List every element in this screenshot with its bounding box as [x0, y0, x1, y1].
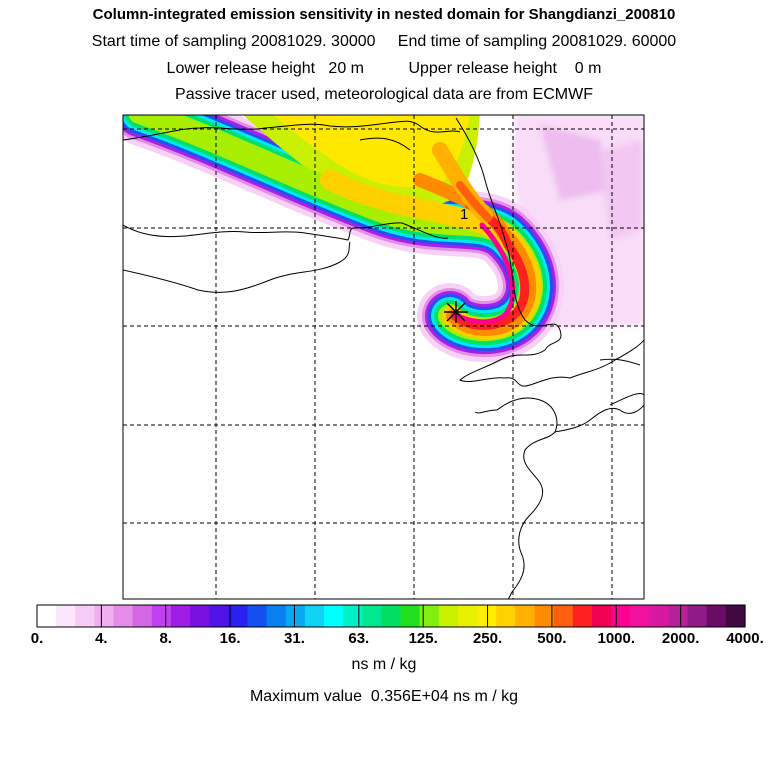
- colorbar-swatch: [477, 605, 497, 627]
- colorbar-tick-label: 1000.: [597, 630, 636, 647]
- colorbar-swatch: [706, 605, 727, 627]
- colorbar-swatch: [56, 605, 76, 627]
- colorbar-tick-label: 0.: [30, 630, 44, 647]
- colorbar-swatch: [572, 605, 593, 627]
- colorbar: [37, 605, 746, 627]
- map-frame: [122, 114, 645, 600]
- colorbar-swatch: [400, 605, 421, 627]
- colorbar-swatch: [381, 605, 402, 627]
- colorbar-tick-label: 31.: [284, 630, 305, 647]
- map-gridlines: [123, 115, 644, 599]
- colorbar-swatch: [285, 605, 306, 627]
- colorbar-tick-label: 2000.: [661, 630, 700, 647]
- sampling-time-line: Start time of sampling 20081029. 30000 E…: [91, 33, 677, 50]
- colorbar-tick-label: 4000.: [726, 630, 764, 647]
- colorbar-swatch: [190, 605, 210, 627]
- colorbar-swatch: [630, 605, 650, 627]
- colorbar-swatch: [419, 605, 440, 627]
- colorbar-tick-label: 63.: [348, 630, 370, 647]
- colorbar-swatch: [132, 605, 153, 627]
- emission-plume: [123, 115, 564, 363]
- colorbar-swatch: [687, 605, 708, 627]
- colorbar-swatch: [591, 605, 612, 627]
- colorbar-swatch: [170, 605, 191, 627]
- colorbar-frame: [36, 604, 746, 628]
- colorbar-swatch: [113, 605, 134, 627]
- colorbar-swatch: [37, 605, 57, 627]
- release-height-line: Lower release height 20 m Upper release …: [166, 60, 602, 77]
- colorbar-swatch: [649, 605, 670, 627]
- colorbar-tick-label: 125.: [408, 630, 438, 647]
- colorbar-swatch: [553, 605, 574, 627]
- colorbar-tick-label: 16.: [219, 630, 241, 647]
- colorbar-swatch: [151, 605, 172, 627]
- colorbar-units: ns m / kg: [351, 656, 417, 673]
- colorbar-swatch: [496, 605, 516, 627]
- colorbar-swatch: [343, 605, 363, 627]
- plot-title: Column-integrated emission sensitivity i…: [92, 6, 676, 23]
- colorbar-swatch: [209, 605, 229, 627]
- tracer-info-line: Passive tracer used, meteorological data…: [175, 86, 593, 103]
- release-marker-label: 1: [460, 206, 468, 223]
- colorbar-swatch: [362, 605, 383, 627]
- colorbar-swatch: [304, 605, 325, 627]
- colorbar-tick-label: 8.: [159, 630, 172, 647]
- colorbar-swatch: [75, 605, 96, 627]
- colorbar-swatch: [94, 605, 115, 627]
- maximum-value-text: Maximum value 0.356E+04 ns m / kg: [249, 688, 519, 705]
- colorbar-swatch: [668, 605, 689, 627]
- colorbar-tick-label: 500.: [537, 630, 567, 647]
- colorbar-swatch: [228, 605, 249, 627]
- colorbar-swatch: [324, 605, 344, 627]
- colorbar-swatch: [247, 605, 268, 627]
- colorbar-ticks: [100, 605, 682, 627]
- colorbar-swatch: [725, 605, 746, 627]
- colorbar-swatch: [438, 605, 459, 627]
- colorbar-swatch: [534, 605, 555, 627]
- colorbar-swatch: [266, 605, 287, 627]
- colorbar-tick-label: 4.: [95, 630, 108, 647]
- star-release-icon: [444, 301, 468, 323]
- colorbar-swatch: [515, 605, 536, 627]
- colorbar-swatch: [457, 605, 478, 627]
- map-area: 1: [123, 115, 644, 599]
- colorbar-tick-label: 250.: [472, 630, 503, 647]
- colorbar-swatch: [611, 605, 631, 627]
